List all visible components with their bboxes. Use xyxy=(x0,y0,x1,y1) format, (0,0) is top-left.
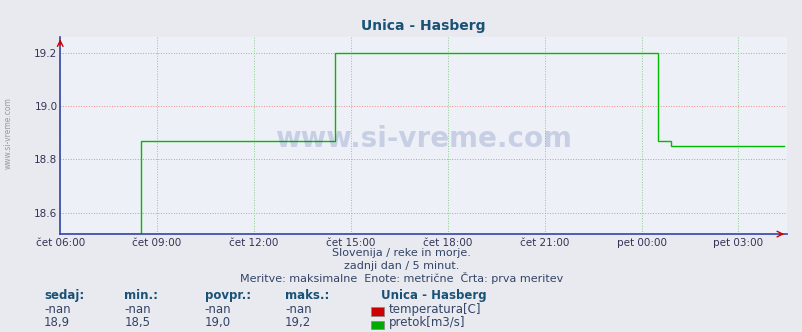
Text: maks.:: maks.: xyxy=(285,289,329,302)
Text: temperatura[C]: temperatura[C] xyxy=(388,303,480,316)
Text: Slovenija / reke in morje.: Slovenija / reke in morje. xyxy=(332,248,470,258)
Text: min.:: min.: xyxy=(124,289,158,302)
Text: 19,2: 19,2 xyxy=(285,316,311,329)
Title: Unica - Hasberg: Unica - Hasberg xyxy=(361,19,485,33)
Text: www.si-vreme.com: www.si-vreme.com xyxy=(275,125,571,153)
Text: -nan: -nan xyxy=(44,303,71,316)
Text: Unica - Hasberg: Unica - Hasberg xyxy=(381,289,487,302)
Text: -nan: -nan xyxy=(124,303,151,316)
Text: -nan: -nan xyxy=(285,303,311,316)
Text: 18,9: 18,9 xyxy=(44,316,71,329)
Text: www.si-vreme.com: www.si-vreme.com xyxy=(3,97,13,169)
Text: pretok[m3/s]: pretok[m3/s] xyxy=(388,316,464,329)
Text: povpr.:: povpr.: xyxy=(205,289,250,302)
Text: 19,0: 19,0 xyxy=(205,316,231,329)
Text: 18,5: 18,5 xyxy=(124,316,150,329)
Text: zadnji dan / 5 minut.: zadnji dan / 5 minut. xyxy=(343,261,459,271)
Text: sedaj:: sedaj: xyxy=(44,289,84,302)
Text: Meritve: maksimalne  Enote: metrične  Črta: prva meritev: Meritve: maksimalne Enote: metrične Črta… xyxy=(240,272,562,284)
Text: -nan: -nan xyxy=(205,303,231,316)
